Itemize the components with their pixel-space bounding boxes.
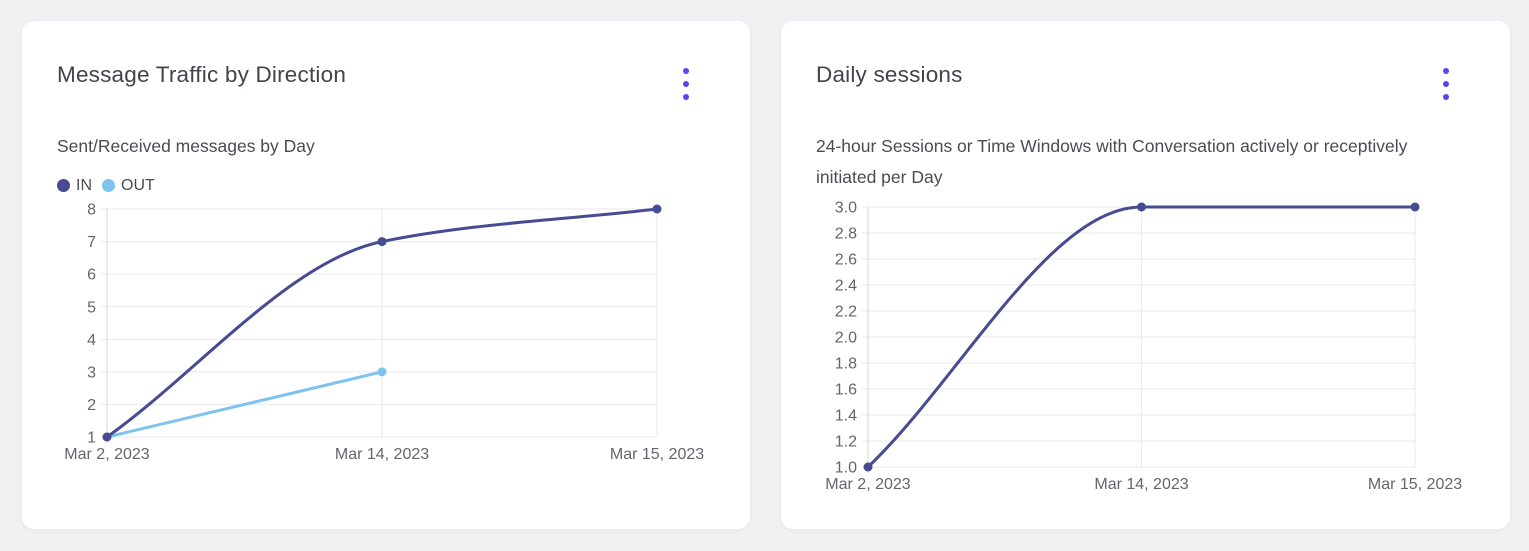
- card-header: Message Traffic by Direction: [57, 61, 714, 105]
- svg-text:1: 1: [87, 430, 96, 447]
- svg-text:1.2: 1.2: [835, 434, 857, 451]
- kebab-menu-icon: [1443, 68, 1449, 100]
- svg-text:2.4: 2.4: [835, 278, 857, 295]
- legend-item-out[interactable]: OUT: [102, 177, 155, 195]
- svg-text:2.0: 2.0: [835, 330, 857, 347]
- svg-text:Mar 15, 2023: Mar 15, 2023: [610, 446, 704, 463]
- svg-text:3: 3: [87, 364, 96, 381]
- svg-text:8: 8: [87, 202, 96, 219]
- svg-text:1.0: 1.0: [835, 460, 857, 477]
- svg-text:Mar 2, 2023: Mar 2, 2023: [825, 476, 910, 493]
- svg-text:1.8: 1.8: [835, 356, 857, 373]
- svg-text:2.2: 2.2: [835, 304, 857, 321]
- svg-text:4: 4: [87, 332, 96, 349]
- daily-sessions-card: Daily sessions 24-hour Sessions or Time …: [781, 21, 1510, 529]
- card-menu-button[interactable]: [1434, 63, 1458, 105]
- chart-legend: IN OUT: [57, 176, 714, 195]
- card-menu-button[interactable]: [674, 63, 698, 105]
- card-title: Daily sessions: [816, 62, 963, 87]
- svg-text:7: 7: [87, 234, 96, 251]
- card-subtitle: Sent/Received messages by Day: [57, 136, 315, 156]
- svg-text:2.6: 2.6: [835, 252, 857, 269]
- svg-text:Mar 14, 2023: Mar 14, 2023: [1094, 476, 1188, 493]
- svg-text:1.4: 1.4: [835, 408, 857, 425]
- legend-label-in: IN: [76, 176, 92, 194]
- legend-dot-in-icon: [57, 179, 70, 192]
- kebab-menu-icon: [683, 68, 689, 100]
- svg-text:Mar 14, 2023: Mar 14, 2023: [335, 446, 429, 463]
- card-subtitle: 24-hour Sessions or Time Windows with Co…: [816, 136, 1408, 187]
- svg-text:5: 5: [87, 299, 96, 316]
- card-title: Message Traffic by Direction: [57, 62, 347, 87]
- legend-item-in[interactable]: IN: [57, 177, 92, 195]
- svg-text:Mar 15, 2023: Mar 15, 2023: [1368, 476, 1462, 493]
- svg-text:Mar 2, 2023: Mar 2, 2023: [64, 446, 149, 463]
- svg-text:1.6: 1.6: [835, 382, 857, 399]
- legend-dot-out-icon: [102, 179, 115, 192]
- svg-text:3.0: 3.0: [835, 200, 857, 217]
- svg-text:2: 2: [87, 397, 96, 414]
- card-header: Daily sessions: [816, 61, 1474, 105]
- svg-text:2.8: 2.8: [835, 226, 857, 243]
- svg-text:6: 6: [87, 267, 96, 284]
- message-traffic-card: Message Traffic by Direction Sent/Receiv…: [22, 21, 750, 529]
- legend-label-out: OUT: [121, 176, 155, 194]
